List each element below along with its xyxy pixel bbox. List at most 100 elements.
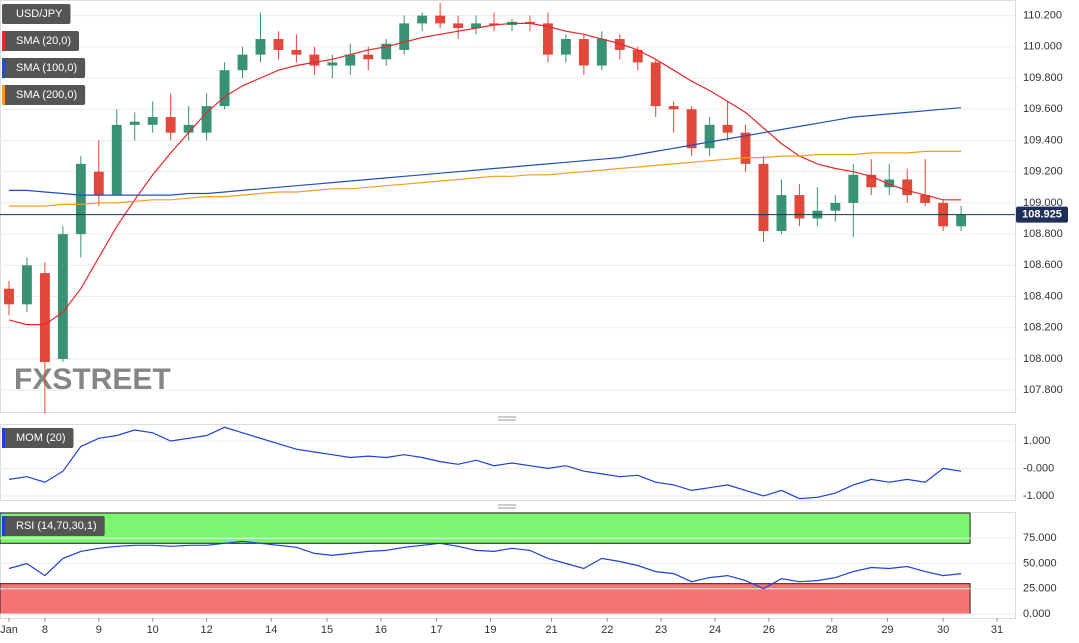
candle-body [165,117,176,133]
candle-body [75,163,86,235]
candle-body [650,62,661,107]
x-tick-label: Jan [0,624,18,636]
x-tick-label: 22 [601,624,613,636]
candle-body [273,39,284,50]
candle-body [363,54,374,60]
candle-body [902,179,913,196]
series-line [9,107,962,196]
candle-body [596,39,607,66]
rsi-zone [0,583,971,615]
x-tick-label: 12 [200,624,212,636]
candle-body [129,121,140,125]
legend-swatch [2,428,5,448]
series-line [8,22,962,326]
candle-body [956,214,967,227]
x-tick-label: 8 [42,624,48,636]
x-tick-label: 17 [430,624,442,636]
candle-body [219,70,230,107]
legend-label: SMA (20,0) [16,35,71,47]
x-tick-label: 23 [655,624,667,636]
x-tick-label: 21 [545,624,557,636]
candle-body [848,174,859,203]
candle-body [471,23,482,29]
x-tick-label: 30 [937,624,949,636]
legend-swatch [2,31,5,51]
candle-body [237,54,248,71]
panel-frame [0,424,1016,501]
legend-box [2,85,86,105]
x-tick-label: 28 [826,624,838,636]
y-tick-label: 50.000 [1023,557,1057,569]
y-tick-label: 109.800 [1023,72,1063,84]
y-tick-label: 1.000 [1023,435,1051,447]
y-tick-label: 109.400 [1023,134,1063,146]
candle-body [614,39,625,50]
candle-body [309,54,320,66]
y-tick-label: 108.000 [1023,353,1063,365]
y-tick-label: 110.000 [1023,41,1062,53]
candle-body [794,195,805,219]
candle-body [381,43,392,60]
candle-body [453,23,464,29]
candle-body [291,49,302,55]
series-line [9,150,962,207]
candle-body [578,39,589,66]
x-tick-label: 15 [321,624,333,636]
legend-label: SMA (100,0) [16,62,77,74]
candle-body [183,124,194,133]
x-tick-label: 16 [375,624,387,636]
y-tick-label: 109.600 [1023,103,1063,115]
y-tick-label: 108.200 [1023,322,1063,334]
rsi-zone [0,512,971,544]
legend-label: SMA (200,0) [16,89,77,101]
candle-body [399,23,410,50]
candle-body [776,195,787,231]
legend-box [2,428,74,448]
y-tick-label: 107.800 [1023,384,1063,396]
y-tick-label: 108.400 [1023,290,1063,302]
legend-box [2,516,105,536]
candle-body [93,171,104,196]
candle-body [758,163,769,231]
candle-body [4,288,14,305]
x-tick-label: 14 [265,624,277,636]
candle-body [22,265,32,305]
y-tick-label: 75.000 [1023,532,1057,544]
candle-body [740,132,751,164]
legend-box [2,31,80,51]
y-tick-label: -0.000 [1023,462,1054,474]
panel-frame [0,0,1016,413]
series-line [8,540,962,590]
candle-body [327,62,338,66]
legend-box [2,58,86,78]
x-tick-label: 29 [881,624,893,636]
legend-label: RSI (14,70,30,1) [16,520,97,532]
legend-box [2,4,71,24]
candle-body [39,273,50,363]
candle-body [686,109,697,149]
candle-body [57,234,68,359]
y-tick-label: 110.200 [1023,10,1062,22]
candle-body [830,202,841,211]
candle-body [147,117,158,125]
candle-body [489,23,499,25]
candle-body [668,106,679,110]
y-tick-label: 108.600 [1023,259,1063,271]
legend-label: MOM (20) [16,432,66,444]
x-tick-label: 24 [709,624,721,636]
y-tick-label: 25.000 [1023,583,1057,595]
candle-body [525,21,535,24]
legend-swatch [2,516,5,536]
y-tick-label: 0.000 [1023,608,1051,620]
legend-swatch [2,58,5,78]
last-price-box [1016,206,1068,223]
x-tick-label: 26 [763,624,775,636]
candle-body [632,49,643,63]
candle-body [866,174,877,188]
candle-body [884,179,895,188]
watermark: FXSTREET [14,363,171,396]
candle-body [560,39,571,55]
candle-body [542,23,553,55]
candle-body [345,54,356,66]
